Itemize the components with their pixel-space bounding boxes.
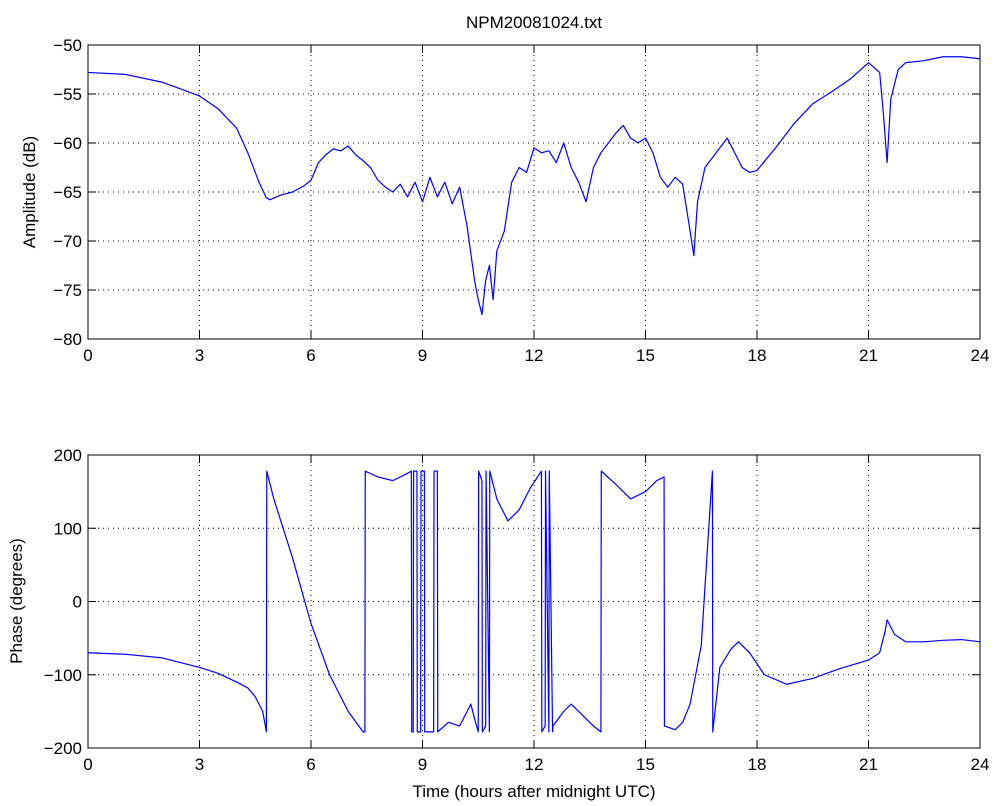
amplitude-x-tick-label: 9 <box>418 346 427 365</box>
amplitude-y-tick-label: −55 <box>53 85 82 104</box>
phase-x-axis-label: Time (hours after midnight UTC) <box>412 782 655 801</box>
phase-y-axis-label: Phase (degrees) <box>7 538 26 664</box>
amplitude-ticks: 0 3 6 9 12 15 18 21 24 −80 −75 −70 −65 −60 −55 −50 <box>53 36 989 365</box>
phase-series-line <box>87 470 981 733</box>
amplitude-x-tick-label: 15 <box>636 346 655 365</box>
phase-x-tick-label: 18 <box>748 755 767 774</box>
amplitude-x-tick-label: 0 <box>83 346 92 365</box>
amplitude-x-tick-label: 24 <box>971 346 990 365</box>
phase-x-tick-label: 12 <box>525 755 544 774</box>
amplitude-y-tick-label: −70 <box>53 232 82 251</box>
phase-x-tick-label: 24 <box>971 755 990 774</box>
amplitude-y-tick-label: −50 <box>53 36 82 55</box>
amplitude-y-tick-label: −75 <box>53 281 82 300</box>
phase-ticks: 0 3 6 9 12 15 18 21 24 −200 −100 0 100 200 <box>44 446 990 774</box>
amplitude-x-tick-label: 21 <box>859 346 878 365</box>
phase-y-tick-label: −100 <box>44 666 82 685</box>
phase-y-tick-label: −200 <box>44 739 82 758</box>
amplitude-x-tick-label: 3 <box>195 346 204 365</box>
amplitude-y-axis-label: Amplitude (dB) <box>20 136 39 248</box>
amplitude-y-tick-label: −65 <box>53 183 82 202</box>
phase-x-tick-label: 3 <box>195 755 204 774</box>
phase-x-tick-label: 0 <box>83 755 92 774</box>
phase-x-tick-label: 9 <box>418 755 427 774</box>
phase-x-tick-label: 15 <box>636 755 655 774</box>
phase-grid <box>88 455 980 748</box>
amplitude-y-tick-label: −80 <box>53 330 82 349</box>
amplitude-series-line <box>87 56 981 316</box>
amplitude-grid <box>88 45 980 339</box>
phase-y-tick-label: 0 <box>73 593 82 612</box>
amplitude-chart-title: NPM20081024.txt <box>466 13 602 32</box>
phase-x-tick-label: 6 <box>306 755 315 774</box>
amplitude-x-tick-label: 18 <box>748 346 767 365</box>
phase-y-tick-label: 100 <box>54 519 82 538</box>
amplitude-x-tick-label: 12 <box>525 346 544 365</box>
phase-x-tick-label: 21 <box>859 755 878 774</box>
amplitude-x-tick-label: 6 <box>306 346 315 365</box>
amplitude-y-tick-label: −60 <box>53 134 82 153</box>
amplitude-panel: 0 3 6 9 12 15 18 21 24 −80 −75 −70 −65 −60 −55 −50 NPM2… <box>20 13 989 365</box>
phase-y-tick-label: 200 <box>54 446 82 465</box>
phase-panel: 0 3 6 9 12 15 18 21 24 −200 −100 0 100 200 Time (hour… <box>7 446 989 801</box>
